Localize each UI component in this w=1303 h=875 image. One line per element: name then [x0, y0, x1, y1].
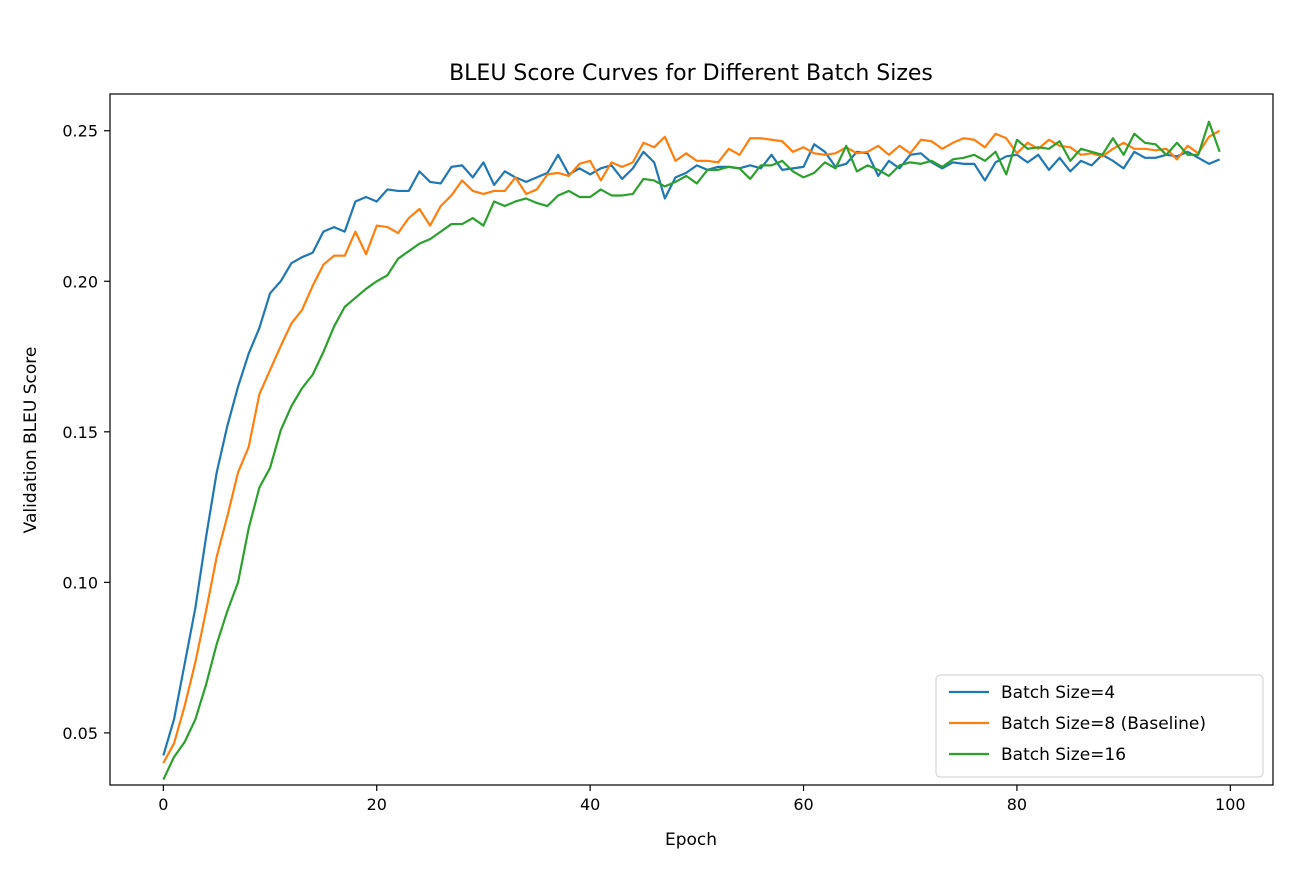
- y-tick-label: 0.10: [62, 573, 98, 592]
- series-line-2: [162, 129, 1221, 764]
- y-tick-label: 0.15: [62, 423, 98, 442]
- x-tick-label: 100: [1215, 795, 1246, 814]
- legend-box: [935, 674, 1264, 778]
- legend: Batch Size=4 Batch Size=8 (Baseline) Batch…: [935, 674, 1264, 778]
- y-tick-label: 0.25: [62, 122, 98, 141]
- ticks-layer: 0 20 40 60 80 100 0.05 0.10 0.15 0.20 0.25: [62, 122, 1245, 814]
- x-tick-label: 40: [580, 795, 600, 814]
- y-tick-label: 0.20: [62, 272, 98, 291]
- x-tick-label: 80: [1007, 795, 1027, 814]
- series-line-3: [162, 120, 1221, 781]
- x-tick-label: 0: [158, 795, 168, 814]
- legend-label-2: Batch Size=8 (Baseline): [1001, 714, 1206, 734]
- x-tick-label: 20: [367, 795, 387, 814]
- series-line-1: [162, 143, 1221, 756]
- y-axis-label: Validation BLEU Score: [21, 347, 41, 534]
- x-axis-label: Epoch: [665, 830, 717, 850]
- plot-frame: [109, 93, 1274, 786]
- lines-layer: [162, 120, 1221, 781]
- legend-label-1: Batch Size=4: [1001, 683, 1115, 703]
- y-tick-label: 0.05: [62, 724, 98, 743]
- legend-label-3: Batch Size=16: [1001, 745, 1126, 765]
- chart-title: BLEU Score Curves for Different Batch Si…: [449, 61, 933, 86]
- x-tick-label: 60: [793, 795, 813, 814]
